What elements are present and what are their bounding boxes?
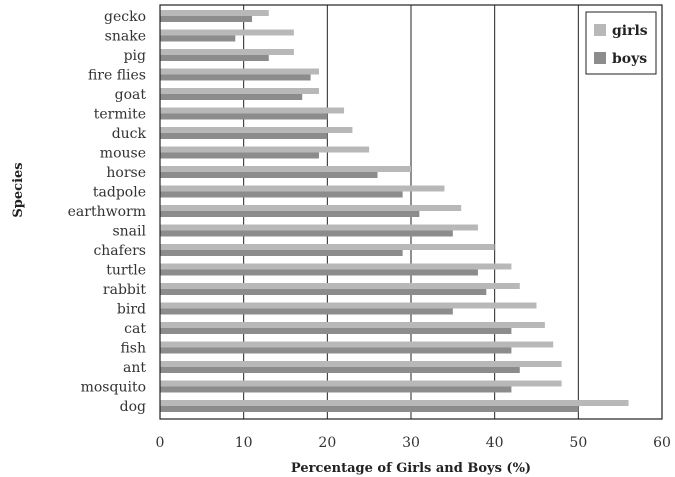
bar-girls — [160, 68, 319, 75]
bar-boys — [160, 94, 303, 100]
bar-girls — [160, 185, 445, 192]
bar-girls — [160, 107, 345, 114]
bar-girls — [160, 302, 537, 309]
bar-boys — [160, 172, 378, 178]
category-label: turtle — [106, 263, 146, 279]
category-label: chafers — [93, 243, 146, 259]
x-tick-label: 10 — [235, 435, 253, 451]
bar-girls — [160, 341, 554, 348]
bar-boys — [160, 367, 520, 373]
category-label: snail — [112, 224, 146, 240]
bar-boys — [160, 35, 236, 42]
category-label: fire flies — [88, 68, 146, 84]
category-label: ant — [123, 360, 146, 376]
x-tick-label: 40 — [486, 435, 504, 451]
category-label: rabbit — [103, 282, 146, 298]
legend: girls boys — [585, 11, 657, 75]
bar-girls — [160, 244, 495, 250]
bar-boys — [160, 211, 420, 217]
plot-area-frame — [159, 4, 663, 420]
bar-girls — [160, 127, 353, 133]
bar-girls — [160, 322, 545, 328]
bar-girls — [160, 400, 629, 406]
category-label: tadpole — [93, 185, 146, 201]
category-label: mosquito — [81, 380, 146, 396]
category-label: duck — [112, 126, 147, 142]
bar-boys — [160, 250, 403, 256]
bar-boys — [160, 113, 328, 120]
x-tick-label: 0 — [156, 435, 165, 451]
bar-girls — [160, 361, 562, 367]
x-tick-label: 50 — [569, 435, 587, 451]
bar-girls — [160, 29, 294, 36]
bar-boys — [160, 133, 328, 139]
bar-girls — [160, 380, 562, 387]
bar-boys — [160, 308, 453, 315]
bars — [160, 10, 629, 412]
bar-boys — [160, 406, 579, 412]
bar-girls — [160, 283, 520, 289]
bar-boys — [160, 191, 403, 198]
bar-girls — [160, 49, 294, 55]
x-tick-label: 20 — [318, 435, 336, 451]
category-label: horse — [106, 165, 146, 181]
category-label: cat — [124, 321, 146, 337]
bar-boys — [160, 269, 478, 276]
x-tick-label: 30 — [402, 435, 420, 451]
category-label: fish — [120, 341, 146, 357]
category-label: mouse — [100, 146, 146, 162]
category-label: goat — [115, 87, 147, 103]
bar-boys — [160, 74, 311, 81]
category-label: termite — [94, 107, 146, 123]
bar-girls — [160, 166, 411, 172]
category-label: pig — [124, 48, 146, 64]
y-axis-title: Species — [11, 162, 26, 217]
bar-girls — [160, 10, 269, 16]
category-label: snake — [105, 29, 146, 45]
bar-girls — [160, 205, 462, 211]
x-tick-label: 60 — [653, 435, 671, 451]
bar-girls — [160, 263, 512, 270]
bar-boys — [160, 386, 512, 393]
bar-girls — [160, 224, 478, 231]
bar-boys — [160, 328, 512, 334]
category-label: gecko — [104, 9, 146, 25]
bar-boys — [160, 347, 512, 354]
x-tick-labels: 0 10 20 30 40 50 60 — [156, 435, 671, 451]
category-label: bird — [117, 302, 146, 318]
legend-swatch-girls — [594, 24, 606, 36]
x-axis-title: Percentage of Girls and Boys (%) — [291, 461, 531, 476]
bar-boys — [160, 152, 319, 159]
bar-girls — [160, 88, 319, 94]
bar-boys — [160, 55, 269, 61]
legend-label-boys: boys — [612, 51, 647, 67]
legend-swatch-boys — [594, 52, 606, 64]
legend-label-girls: girls — [612, 23, 648, 39]
category-labels: gecko snake pig fire flies goat termite duck mo… — [68, 9, 147, 415]
bar-boys — [160, 16, 253, 22]
bar-boys — [160, 230, 453, 237]
category-label: dog — [120, 399, 146, 415]
bar-girls — [160, 146, 370, 153]
bar-boys — [160, 289, 487, 295]
category-label: earthworm — [68, 204, 146, 220]
